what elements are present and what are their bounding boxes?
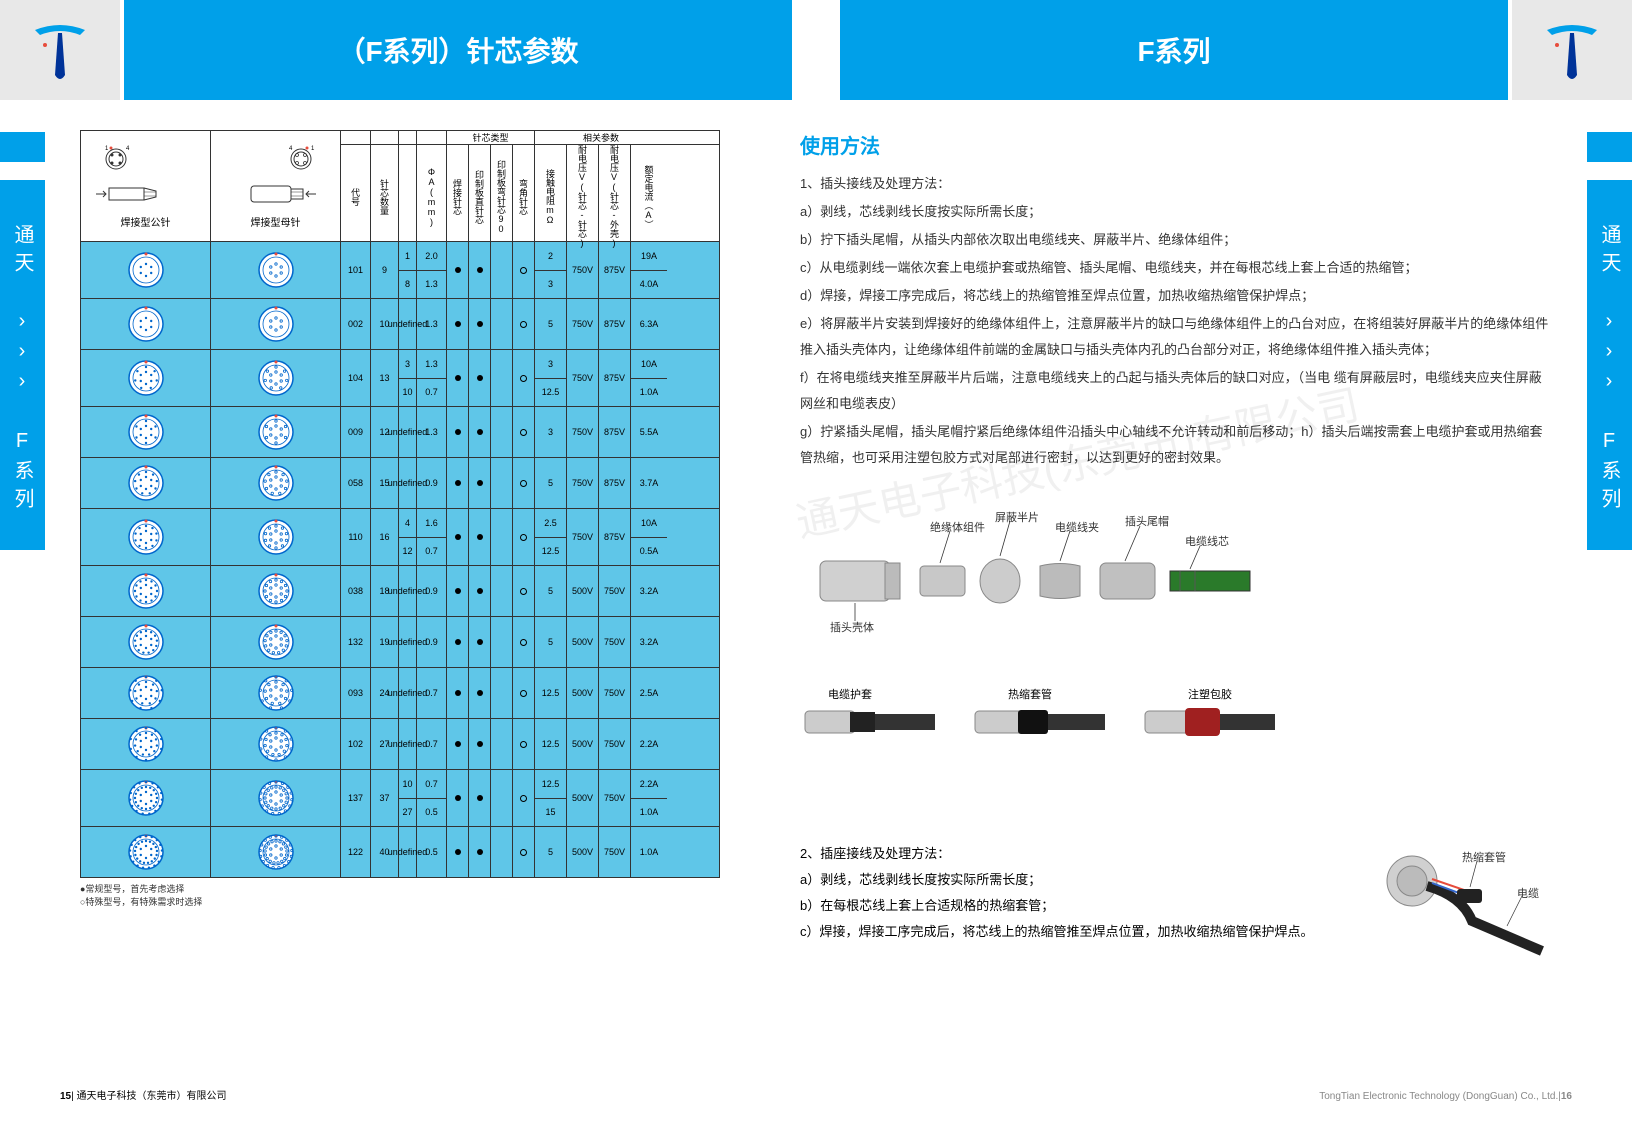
- header-pin-type: 针芯类型: [447, 131, 535, 144]
- table-body: 101 9 18 2.01.3 23 750V 875V 19A4.0A 002…: [81, 241, 719, 877]
- logo-right: [1512, 0, 1632, 100]
- diagram-label-right: 焊接型母针: [251, 214, 301, 229]
- table-row: 137 37 1027 0.70.5 12.515 500V 750V 2.2A…: [81, 769, 719, 826]
- col-v2: 耐电压V(针芯-外壳): [599, 145, 631, 248]
- table-row: 002 10 undefined 1.3 5 750V 875V 6.3A: [81, 298, 719, 349]
- assembly-diagram: 绝缘体组件 屏蔽半片 电缆线夹 插头尾帽 电缆线芯 插头壳体: [800, 491, 1552, 651]
- col-t2: 印制板直针芯: [469, 145, 491, 248]
- table-row: 132 19 undefined 0.9 5 500V 750V 3.2A: [81, 616, 719, 667]
- footer-right: TongTian Electronic Technology (DongGuan…: [1319, 1091, 1572, 1102]
- col-t3: 印制板弯针芯90: [491, 145, 513, 248]
- sidebar-tab-left: [0, 132, 45, 162]
- svg-text:4: 4: [289, 146, 293, 152]
- sidebar-left: 通天 ››› F系列: [0, 180, 45, 550]
- usage-title: 使用方法: [800, 130, 1552, 159]
- title-left: （F系列）针芯参数: [124, 0, 792, 100]
- table-panel: 1 4 焊接型公针 4 1: [80, 130, 720, 961]
- col-v1: 耐电压V(针芯-针芯): [567, 145, 599, 248]
- page-header: （F系列）针芯参数 F系列: [0, 0, 1632, 100]
- usage-panel: 使用方法 1、插头接线及处理方法： a）剥线，芯线剥线长度按实际所需长度；b）拧…: [780, 130, 1552, 961]
- table-row: 058 15 undefined 0.9 5 750V 875V 3.7A: [81, 457, 719, 508]
- svg-text:1: 1: [105, 146, 109, 152]
- col-t4: 弯角针芯: [513, 145, 535, 248]
- usage-section1: 1、插头接线及处理方法： a）剥线，芯线剥线长度按实际所需长度；b）拧下插头尾帽…: [800, 171, 1552, 471]
- table-row: 101 9 18 2.01.3 23 750V 875V 19A4.0A: [81, 241, 719, 298]
- footer-left: 15| 通天电子科技（东莞市）有限公司: [60, 1087, 227, 1102]
- diagram-label-left: 焊接型公针: [121, 214, 171, 229]
- svg-text:1: 1: [311, 146, 315, 152]
- table-row: 104 13 310 1.30.7 312.5 750V 875V 10A1.0…: [81, 349, 719, 406]
- sidebar-tab-right: [1587, 132, 1632, 162]
- svg-text:4: 4: [126, 146, 130, 152]
- table-row: 038 18 undefined 0.9 5 500V 750V 3.2A: [81, 565, 719, 616]
- usage-section2: 2、插座接线及处理方法： a）剥线，芯线剥线长度按实际所需长度；b）在每根芯线上…: [800, 841, 1552, 961]
- table-row: 009 12 undefined 1.3 3 750V 875V 5.5A: [81, 406, 719, 457]
- table-row: 093 24 undefined 0.7 12.5 500V 750V 2.5A: [81, 667, 719, 718]
- header-params: 相关参数: [535, 131, 667, 144]
- logo-left: [0, 0, 120, 100]
- table-row: 102 27 undefined 0.7 12.5 500V 750V 2.2A: [81, 718, 719, 769]
- table-notes: ●常规型号，首先考虑选择 ○特殊型号，有特殊需求时选择: [80, 882, 720, 908]
- title-right: F系列: [840, 0, 1508, 100]
- table-row: 122 40 undefined 0.5 5 500V 750V 1.0A: [81, 826, 719, 877]
- col-t1: 焊接针芯: [447, 145, 469, 248]
- col-code: 代号: [341, 145, 371, 248]
- sidebar-right: 通天 ››› F系列: [1587, 180, 1632, 550]
- col-curr: 额定电流（A）: [631, 145, 667, 248]
- col-res: 接触电阻mΩ: [535, 145, 567, 248]
- table-row: 110 16 412 1.60.7 2.512.5 750V 875V 10A0…: [81, 508, 719, 565]
- col-qty: 针芯数量: [371, 145, 399, 248]
- col-phi: ΦA(mm): [417, 145, 447, 248]
- cable-variants: 电缆护套 热缩套管 注塑包胶: [800, 681, 1552, 821]
- col-sub: [399, 145, 417, 248]
- table-header-diagrams: 1 4 焊接型公针 4 1: [81, 131, 719, 241]
